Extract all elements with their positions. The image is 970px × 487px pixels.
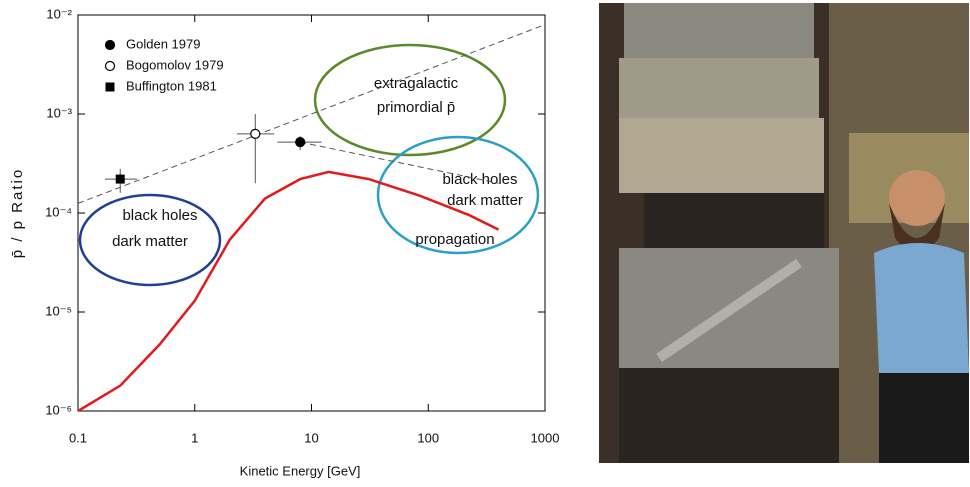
photo-shirt (874, 243, 969, 373)
page: Kinetic Energy [GeV] p̄ / p Ratio black … (0, 0, 970, 487)
chart: Kinetic Energy [GeV] p̄ / p Ratio black … (0, 0, 590, 487)
photo-head (889, 170, 945, 226)
legend-marker (106, 83, 115, 92)
legend-label: Golden 1979 (126, 36, 200, 51)
photo-cables (619, 368, 839, 463)
x-tick-label: 0.1 (69, 430, 87, 445)
annotation: propagation (415, 231, 494, 248)
annotation: primordial p̄ (377, 99, 455, 116)
legend-marker (106, 41, 115, 50)
photo-module (619, 118, 824, 193)
x-axis-label: Kinetic Energy [GeV] (240, 463, 361, 478)
y-tick-label: 10⁻³ (46, 105, 72, 120)
y-tick-label: 10⁻⁴ (45, 204, 72, 219)
y-axis-label: p̄ / p Ratio (9, 168, 26, 258)
x-tick-label: 100 (417, 430, 439, 445)
annotation: extragalactic (374, 75, 459, 92)
data-point (251, 129, 260, 138)
photo (599, 3, 969, 463)
y-tick-label: 10⁻⁵ (45, 303, 72, 318)
data-point (296, 138, 305, 147)
annotation: dark matter (112, 233, 188, 250)
annotation: dark matter (447, 192, 523, 209)
dashed-line (300, 142, 498, 183)
x-tick-label: 1 (191, 430, 198, 445)
x-tick-label: 1000 (531, 430, 560, 445)
y-tick-label: 10⁻⁶ (45, 402, 72, 417)
legend-label: Bogomolov 1979 (126, 57, 224, 72)
photo-frame (644, 193, 824, 248)
photo-module (624, 3, 814, 58)
legend-marker (106, 62, 115, 71)
data-point (116, 175, 125, 184)
annotation: black holes (122, 207, 197, 224)
photo-trousers (879, 373, 969, 463)
photo-module (619, 58, 819, 118)
x-tick-label: 10 (304, 430, 318, 445)
legend-label: Buffington 1981 (126, 78, 217, 93)
y-tick-label: 10⁻² (46, 6, 72, 21)
